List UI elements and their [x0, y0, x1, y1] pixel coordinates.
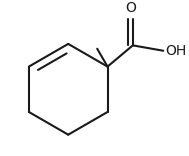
Text: O: O	[125, 1, 136, 15]
Text: OH: OH	[165, 44, 186, 58]
